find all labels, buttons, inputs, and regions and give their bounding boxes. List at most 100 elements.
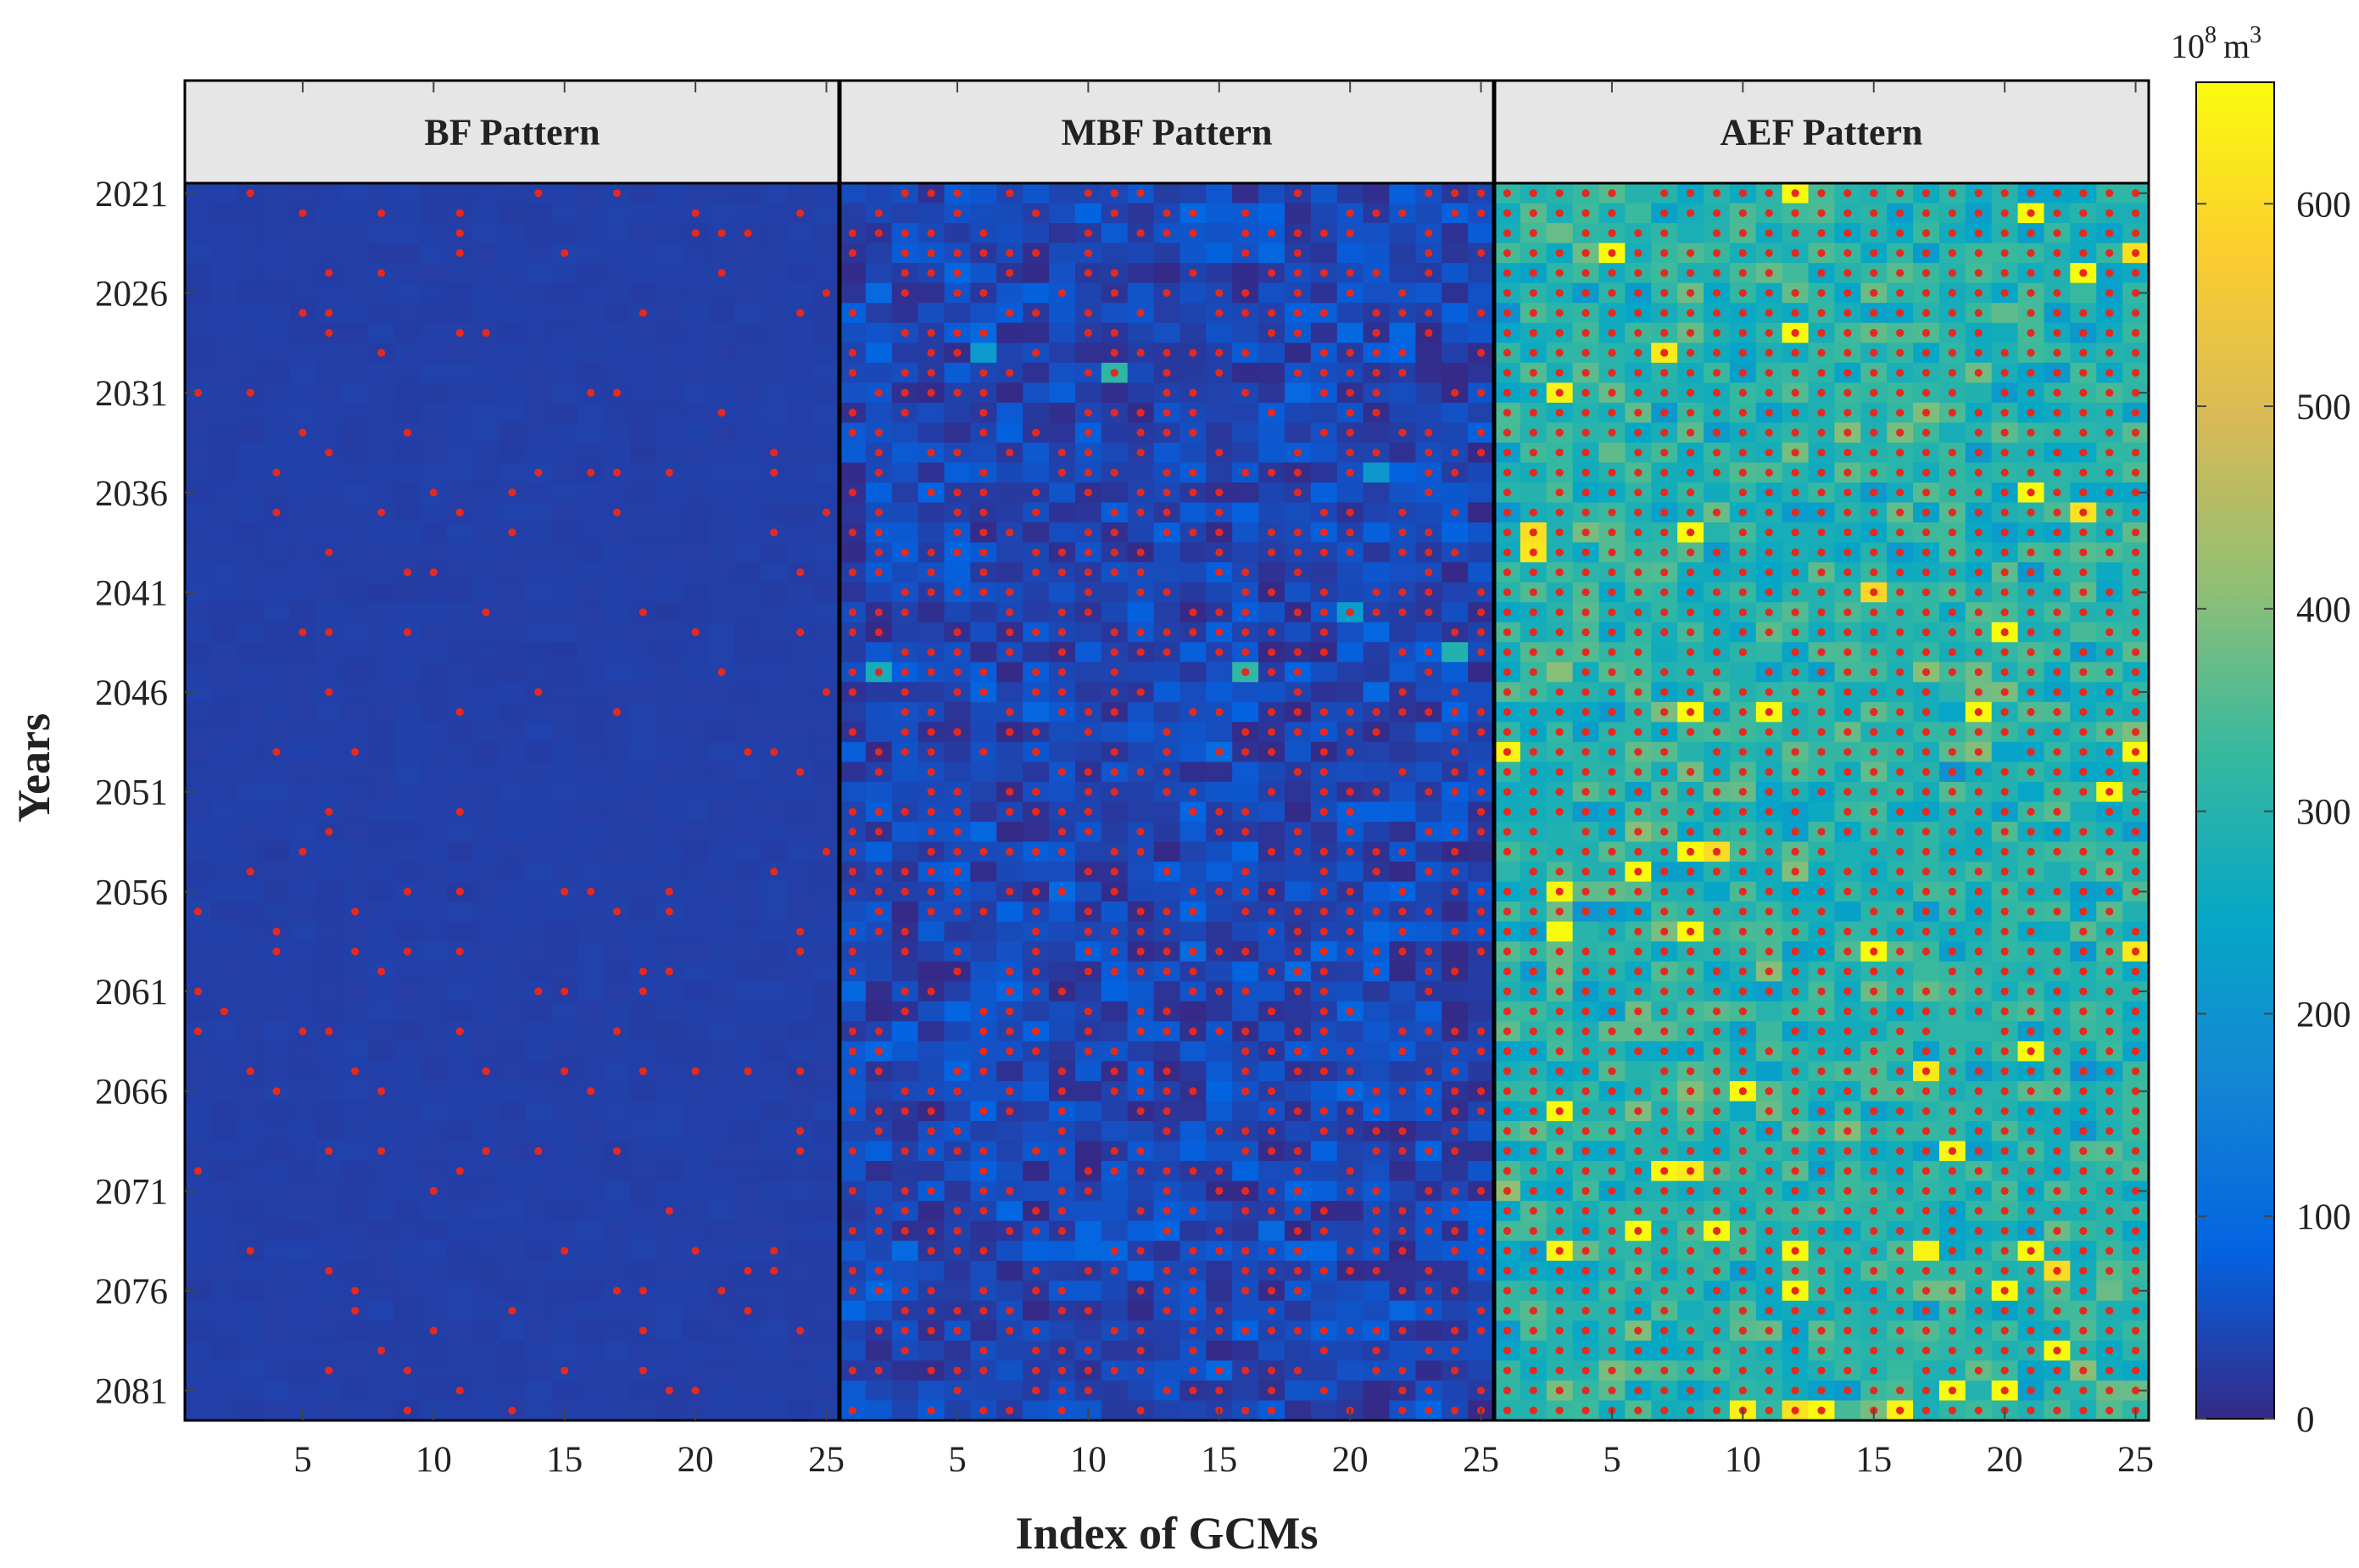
significance-marker <box>247 189 254 197</box>
significance-marker <box>1241 1127 1249 1135</box>
significance-marker <box>1058 568 1066 576</box>
significance-marker <box>1268 1387 1275 1394</box>
heatmap-cell <box>709 343 735 363</box>
heatmap-cell <box>1206 1041 1232 1062</box>
significance-marker <box>979 688 987 695</box>
heatmap-cell <box>342 503 368 523</box>
heatmap-cell <box>1311 562 1337 583</box>
significance-marker <box>1137 1007 1145 1015</box>
significance-marker <box>1241 608 1249 616</box>
significance-marker <box>1137 568 1145 576</box>
significance-marker <box>1425 1187 1432 1195</box>
significance-marker <box>1163 469 1170 477</box>
significance-marker <box>1739 209 1747 217</box>
heatmap-cell <box>656 842 683 862</box>
heatmap-cell <box>683 323 709 343</box>
significance-marker <box>1949 409 1956 416</box>
heatmap-cell <box>290 1381 316 1401</box>
heatmap-cell <box>499 1061 526 1081</box>
heatmap-cell <box>761 1400 787 1420</box>
heatmap-cell <box>1364 882 1390 902</box>
heatmap-cell <box>185 243 211 264</box>
significance-marker <box>1163 928 1170 935</box>
heatmap-cell <box>918 1161 945 1181</box>
heatmap-cell <box>734 1101 761 1121</box>
heatmap-cell <box>394 742 421 762</box>
heatmap-cell <box>447 483 473 503</box>
significance-marker <box>2027 209 2034 217</box>
heatmap-cell <box>709 1201 735 1221</box>
heatmap-cell <box>1258 283 1285 304</box>
heatmap-cell <box>315 422 342 443</box>
significance-marker <box>1792 509 1799 516</box>
heatmap-cell <box>211 962 237 982</box>
significance-marker <box>1372 1207 1380 1214</box>
heatmap-cell <box>1180 443 1206 463</box>
heatmap-cell <box>394 722 421 742</box>
heatmap-cell <box>1101 243 1128 264</box>
heatmap-cell <box>264 1360 290 1381</box>
heatmap-cell <box>866 722 892 742</box>
significance-marker <box>953 1387 961 1394</box>
significance-marker <box>1347 907 1354 915</box>
heatmap-cell <box>447 1201 473 1221</box>
heatmap-cell <box>368 802 394 823</box>
heatmap-cell <box>447 762 473 782</box>
heatmap-cell <box>1154 1320 1180 1341</box>
heatmap-cell <box>866 1301 892 1321</box>
significance-marker <box>1189 469 1196 477</box>
significance-marker <box>1477 388 1485 396</box>
heatmap-cell <box>1337 762 1364 782</box>
significance-marker <box>1294 907 1302 915</box>
heatmap-cell <box>315 882 342 902</box>
heatmap-cell <box>1468 503 1494 523</box>
heatmap-cell <box>421 662 447 683</box>
heatmap-cell <box>709 822 735 842</box>
significance-marker <box>351 1068 359 1075</box>
significance-marker <box>1843 369 1851 377</box>
significance-marker <box>1975 269 1983 276</box>
heatmap-cell <box>996 1201 1023 1221</box>
heatmap-cell <box>1468 1141 1494 1162</box>
heatmap-cell <box>734 1360 761 1381</box>
significance-marker <box>1398 928 1406 935</box>
heatmap-cell <box>839 382 866 403</box>
heatmap-cell <box>211 1081 237 1102</box>
heatmap-cell <box>709 782 735 802</box>
significance-marker <box>325 269 332 276</box>
significance-marker <box>1006 309 1013 316</box>
heatmap-cell <box>525 382 551 403</box>
significance-marker <box>1268 1127 1275 1135</box>
heatmap-cell <box>734 1161 761 1181</box>
significance-marker <box>456 947 464 955</box>
significance-marker <box>1320 528 1328 536</box>
heatmap-cell <box>421 583 447 603</box>
heatmap-cell <box>290 1201 316 1221</box>
significance-marker <box>1111 349 1118 356</box>
heatmap-cell <box>525 503 551 523</box>
significance-marker <box>1843 429 1851 437</box>
heatmap-cell <box>499 263 526 283</box>
heatmap-cell <box>996 1061 1023 1081</box>
significance-marker <box>1032 987 1040 995</box>
significance-marker <box>639 1286 647 1294</box>
heatmap-cell <box>734 862 761 882</box>
significance-marker <box>1085 449 1092 456</box>
significance-marker <box>901 688 909 695</box>
heatmap-cell <box>394 962 421 982</box>
heatmap-cell <box>1442 323 1468 343</box>
heatmap-cell <box>630 1301 656 1321</box>
heatmap-cell <box>761 503 787 523</box>
heatmap-cell <box>1364 822 1390 842</box>
significance-marker <box>1006 1307 1013 1314</box>
heatmap-cell <box>604 283 630 304</box>
heatmap-cell <box>264 802 290 823</box>
significance-marker <box>1163 349 1170 356</box>
heatmap-cell <box>237 682 264 702</box>
heatmap-cell <box>970 702 996 723</box>
heatmap-cell <box>525 1301 551 1321</box>
significance-marker <box>1530 269 1537 276</box>
heatmap-cell <box>1364 503 1390 523</box>
significance-marker <box>953 1227 961 1235</box>
